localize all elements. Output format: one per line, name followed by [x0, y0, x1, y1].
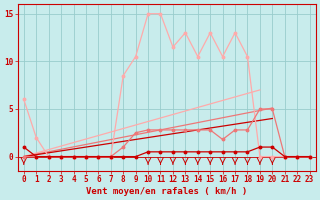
- X-axis label: Vent moyen/en rafales ( km/h ): Vent moyen/en rafales ( km/h ): [86, 187, 247, 196]
